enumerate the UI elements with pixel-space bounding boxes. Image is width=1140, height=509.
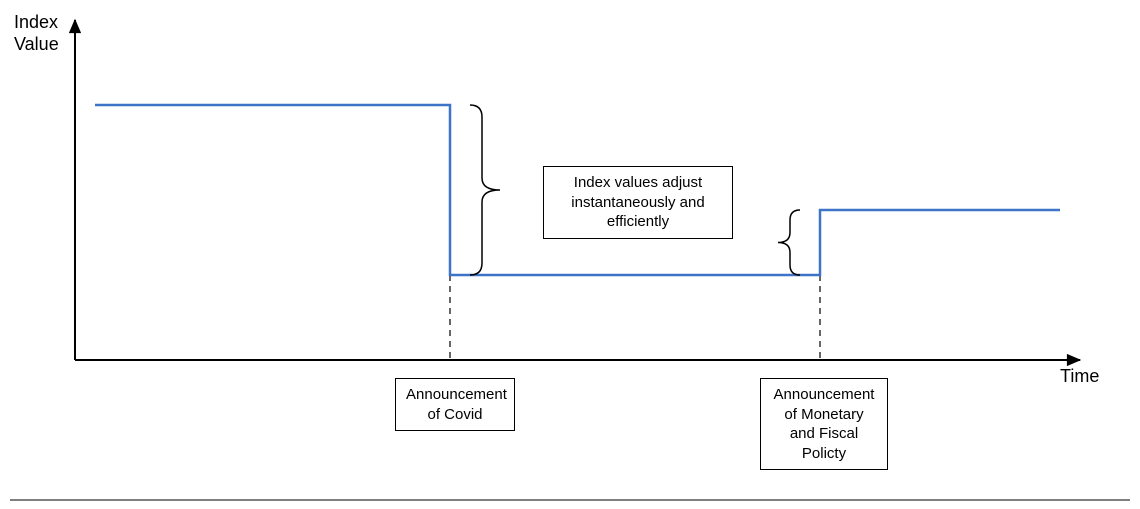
annotation-covid: Announcementof Covid — [395, 378, 515, 431]
y-axis-label: IndexValue — [14, 12, 59, 55]
event-vlines — [450, 275, 820, 360]
x-axis-label: Time — [1060, 366, 1099, 387]
diagram-canvas: IndexValue Time Index values adjustinsta… — [0, 0, 1140, 509]
chart-svg — [0, 0, 1140, 509]
annotation-center: Index values adjustinstantaneously andef… — [543, 166, 733, 239]
annotation-policy: Announcementof Monetaryand FiscalPolicty — [760, 378, 888, 470]
